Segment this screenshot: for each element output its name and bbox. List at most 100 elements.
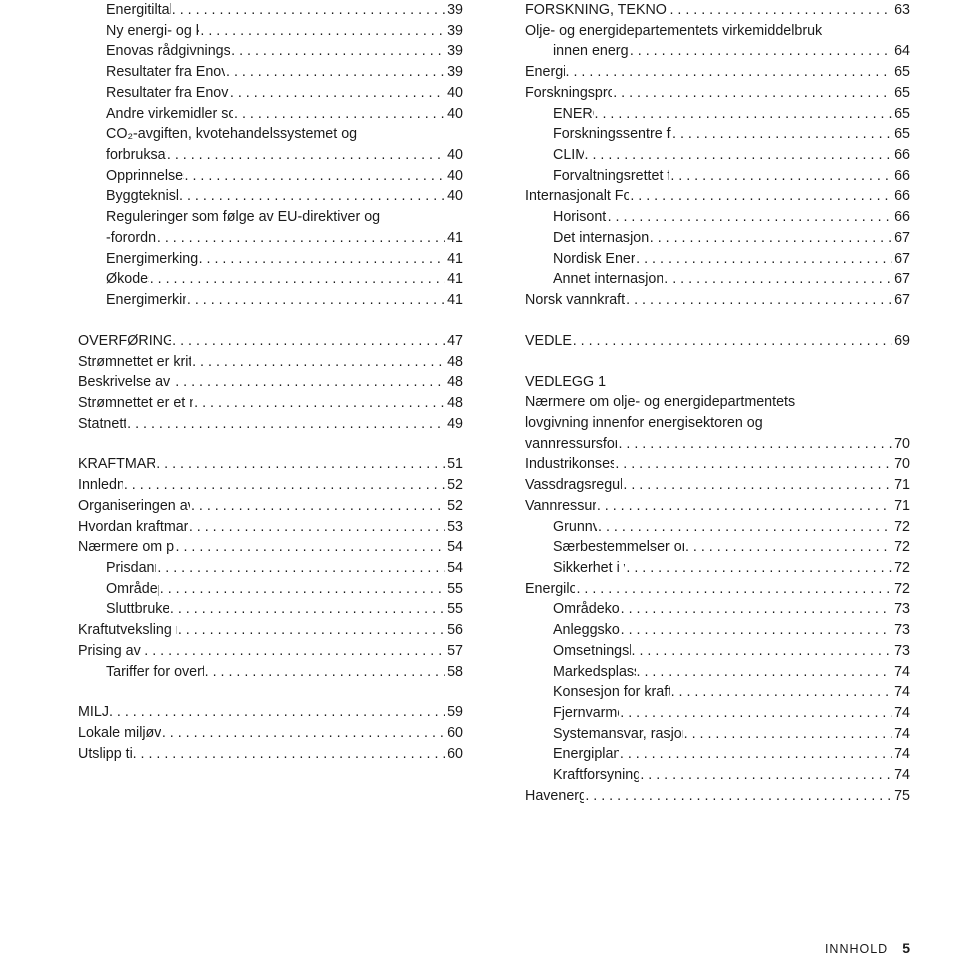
- toc-label: VEDLEGG: [525, 331, 572, 352]
- toc-page: 74: [894, 765, 910, 786]
- toc-label: Ny energi- og klimateknologi: [106, 21, 199, 42]
- toc-page: 40: [447, 166, 463, 187]
- toc-entry: 4.3Strømnettet er et naturlig monopol48: [78, 393, 463, 414]
- toc-entry: 1.1Industrikonsesjonsloven70: [525, 454, 910, 475]
- toc-leader: [620, 744, 892, 765]
- toc-leader: [234, 104, 445, 125]
- toc-leader: [630, 186, 892, 207]
- toc-page: 67: [894, 249, 910, 270]
- toc-entry: 5.2Organiseringen av kraftmarkedet52: [78, 496, 463, 517]
- toc-page: 63: [894, 0, 910, 21]
- toc-label: Forvaltningsrettet forskning og utviklin…: [553, 166, 669, 187]
- toc-page: 39: [447, 41, 463, 62]
- toc-entry: Enovas rådgivnings- og informasjonsarbei…: [78, 41, 463, 62]
- toc-leader: [167, 145, 445, 166]
- toc-leader: [133, 744, 446, 765]
- toc-entry: innen energiforskning64: [525, 41, 910, 62]
- toc-leader: [127, 414, 445, 435]
- toc-leader: [621, 599, 892, 620]
- toc-entry: 7.1Olje- og energidepartementets virkemi…: [525, 21, 910, 42]
- toc-label: Lokale miljøvirkninger: [78, 723, 161, 744]
- toc-label: Omsetningskonsesjon: [553, 641, 631, 662]
- toc-leader: [157, 558, 445, 579]
- toc-entry: Det internasjonale energibyrå67: [525, 228, 910, 249]
- toc-label: Grunnvann: [553, 517, 597, 538]
- toc-entry: 7.5Norsk vannkraftkompetanse67: [525, 290, 910, 311]
- toc-label: Nærmere om prisdannelse: [78, 537, 175, 558]
- toc-leader: [671, 682, 893, 703]
- toc-label: Andre virkemidler som påvirker energibru…: [106, 104, 233, 125]
- toc-entry: 7.3Forskningsprogrammer65: [525, 83, 910, 104]
- toc-label: Energimerking av produkter: [106, 249, 198, 270]
- toc-label: Fjernvarmeanlegg: [553, 703, 619, 724]
- toc-leader: [598, 517, 892, 538]
- toc-leader: [640, 765, 892, 786]
- toc-entry: Systemansvar, rasjonering og leveringskv…: [525, 724, 910, 745]
- toc-leader: [172, 331, 445, 352]
- toc-leader: [157, 228, 445, 249]
- page-footer: INNHOLD 5: [825, 938, 910, 958]
- toc-label: Energiloven: [525, 579, 575, 600]
- toc-entry: 5.6Prising av nettet57: [78, 641, 463, 662]
- toc-page: 74: [894, 703, 910, 724]
- toc-entry: 1.3Vannressursloven71: [525, 496, 910, 517]
- toc-page: 41: [447, 290, 463, 311]
- toc-page: 54: [447, 558, 463, 579]
- toc-page: 54: [447, 537, 463, 558]
- toc-entry: Nærmere om olje- og energidepartmentets: [525, 392, 910, 413]
- toc-entry: Sikkerhet i vassdrag72: [525, 558, 910, 579]
- toc-leader: [573, 331, 892, 352]
- toc-entry: CO₂-avgiften, kvotehandelssystemet og: [78, 124, 463, 145]
- toc-leader: [194, 393, 445, 414]
- toc-leader: [615, 454, 892, 475]
- toc-leader: [576, 579, 892, 600]
- toc-leader: [664, 269, 892, 290]
- toc-page: 41: [447, 249, 463, 270]
- toc-entry: Horisont 202066: [525, 207, 910, 228]
- toc-leader: [613, 83, 892, 104]
- toc-entry: Opprinnelsesgarantier40: [78, 166, 463, 187]
- toc-page: 66: [894, 145, 910, 166]
- toc-entry: Energimerking av produkter 41: [78, 249, 463, 270]
- toc-label: Strømnettet er kritisk infrastruktur: [78, 352, 191, 373]
- toc-page: 55: [447, 599, 463, 620]
- toc-label: Vannressursloven: [525, 496, 596, 517]
- toc-leader: [185, 166, 446, 187]
- toc-leader: [630, 41, 892, 62]
- toc-leader: [160, 579, 445, 600]
- toc-label: Energitiltak i bolig: [106, 0, 171, 21]
- toc-entry: 1.4Energiloven72: [525, 579, 910, 600]
- toc-label: Prisdannelse: [106, 558, 156, 579]
- toc-entry: 5.4Nærmere om prisdannelse54: [78, 537, 463, 558]
- toc-entry: 6.1Lokale miljøvirkninger60: [78, 723, 463, 744]
- toc-entry: Områdekonsesjon73: [525, 599, 910, 620]
- toc-page: 71: [894, 475, 910, 496]
- toc-label: Utslipp til luft: [78, 744, 132, 765]
- toc-label: Markedsplasskonsesjon: [553, 662, 636, 683]
- toc-entry: Annet internasjonalt FoU-samarbeid67: [525, 269, 910, 290]
- toc-label: FORSKNING, TEKNOLOGI OG KOMPETANSE: [525, 0, 668, 21]
- toc-page: 39: [447, 21, 463, 42]
- toc-page: 67: [894, 290, 910, 311]
- toc-page: 65: [894, 62, 910, 83]
- toc-leader: [623, 475, 892, 496]
- toc-page: 49: [447, 414, 463, 435]
- toc-label: Internasjonalt FoU-samarbeid: [525, 186, 629, 207]
- toc-entry: Energitiltak i bolig39: [78, 0, 463, 21]
- toc-leader: [192, 352, 445, 373]
- toc-label: Resultater fra Enovas arbeid 2012–2013: [106, 62, 225, 83]
- toc-page: 56: [447, 620, 463, 641]
- toc-label: Horisont 2020: [553, 207, 607, 228]
- toc-entry: -forordninger41: [78, 228, 463, 249]
- toc-entry: Markedsplasskonsesjon74: [525, 662, 910, 683]
- toc-entry: Prisdannelse 54: [78, 558, 463, 579]
- toc-page: 74: [894, 682, 910, 703]
- toc-leader: [189, 517, 445, 538]
- toc-entry: 7FORSKNING, TEKNOLOGI OG KOMPETANSE63: [525, 0, 910, 21]
- toc-label: innen energiforskning: [553, 41, 629, 62]
- toc-label: Hvordan kraftmarkedet fungerer: [78, 517, 188, 538]
- toc-entry: Områdepriser55: [78, 579, 463, 600]
- toc-leader: [626, 290, 892, 311]
- toc-label: -forordninger: [106, 228, 156, 249]
- toc-leader: [175, 372, 445, 393]
